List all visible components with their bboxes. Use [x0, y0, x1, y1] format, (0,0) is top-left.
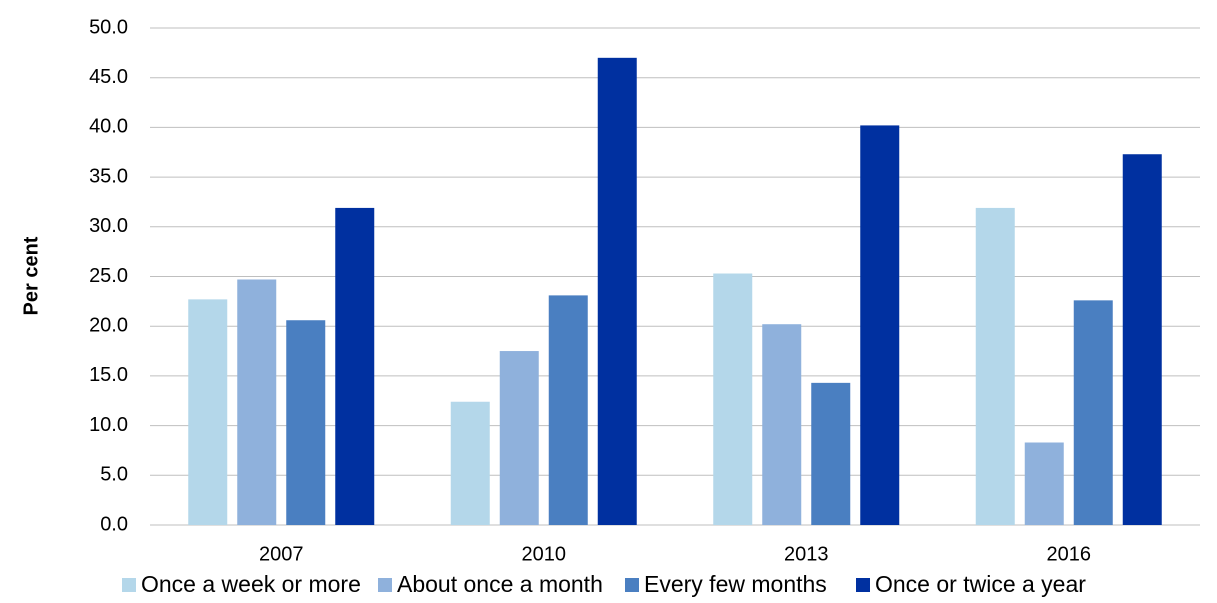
legend-label: Once or twice a year	[875, 571, 1086, 597]
y-tick-label: 0.0	[100, 513, 128, 535]
bar	[762, 324, 802, 525]
x-tick-label: 2013	[784, 543, 829, 565]
bar	[1024, 442, 1064, 525]
y-tick-label: 45.0	[89, 66, 128, 88]
bar	[237, 279, 277, 525]
y-tick-label: 15.0	[89, 364, 128, 386]
bar	[860, 125, 900, 526]
y-tick-label: 5.0	[100, 464, 128, 486]
y-axis-label: Per cent	[20, 236, 42, 315]
bar	[450, 401, 490, 525]
bar	[1073, 300, 1113, 525]
bar	[713, 273, 753, 525]
legend-label: Once a week or more	[141, 571, 361, 597]
bar	[188, 299, 228, 525]
y-tick-label: 25.0	[89, 265, 128, 287]
x-tick-label: 2007	[259, 543, 304, 565]
bar	[975, 207, 1015, 525]
y-tick-label: 35.0	[89, 165, 128, 187]
legend-swatch	[378, 578, 392, 592]
y-tick-label: 30.0	[89, 215, 128, 237]
x-tick-label: 2016	[1047, 543, 1092, 565]
legend-label: Every few months	[644, 571, 827, 597]
y-tick-label: 50.0	[89, 16, 128, 38]
x-tick-label: 2010	[522, 543, 567, 565]
y-tick-label: 10.0	[89, 414, 128, 436]
bar	[286, 320, 326, 525]
legend-swatch	[625, 578, 639, 592]
bar	[335, 207, 375, 525]
bar	[548, 295, 588, 525]
bar	[597, 57, 637, 525]
bar	[811, 382, 851, 525]
legend-swatch	[856, 578, 870, 592]
legend-label: About once a month	[397, 571, 603, 597]
legend-swatch	[122, 578, 136, 592]
bar	[1122, 154, 1162, 525]
y-tick-label: 20.0	[89, 314, 128, 336]
bar	[499, 351, 539, 525]
y-tick-label: 40.0	[89, 116, 128, 138]
